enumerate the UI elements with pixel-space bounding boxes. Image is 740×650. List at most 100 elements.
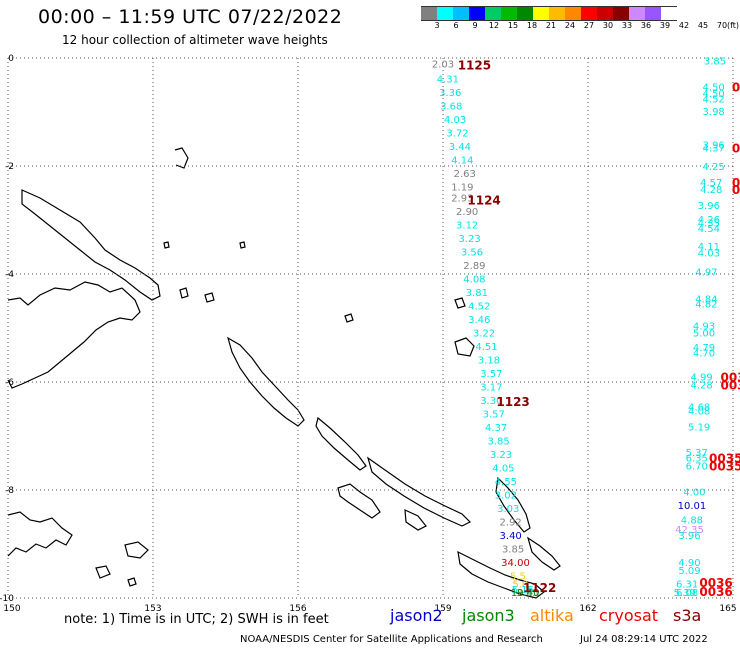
legend-s3a: s3a xyxy=(673,606,702,625)
color-scale-tick: 18 xyxy=(526,21,538,30)
color-scale-swatch xyxy=(469,6,485,21)
wave-height-value: 6.08 xyxy=(676,588,698,599)
wave-height-value: 3.85 xyxy=(704,57,726,68)
latitude-label: 0 xyxy=(8,54,14,64)
wave-height-value: 19.40 xyxy=(511,588,540,599)
coastline-islet-5 xyxy=(454,297,466,309)
wave-height-value: 4.08 xyxy=(688,407,710,418)
color-scale-tick: 21 xyxy=(545,21,557,30)
wave-height-value: 34.00 xyxy=(501,558,530,569)
pass-time-label: 0 xyxy=(732,176,740,190)
longitude-label: 150 xyxy=(3,604,20,614)
color-scale-swatch xyxy=(533,6,549,21)
color-scale-swatch xyxy=(485,6,501,21)
wave-height-value: 3.03 xyxy=(497,504,519,515)
wave-height-value: 5.39 xyxy=(674,588,696,599)
color-scale-tick: 30 xyxy=(602,21,614,30)
wave-height-value: 3.57 xyxy=(483,409,505,420)
pass-time-label: 0 xyxy=(732,183,740,197)
wave-height-value: 4.99 xyxy=(690,373,712,384)
pass-time-label: 0036 xyxy=(699,576,732,590)
color-scale-swatch xyxy=(661,6,677,21)
wave-height-value: 4.03 xyxy=(444,115,466,126)
wave-height-value: 3.98 xyxy=(703,107,725,118)
wave-height-value: 2.93 xyxy=(451,193,473,204)
coastline-makira xyxy=(526,536,561,571)
wave-height-value: 4.84 xyxy=(695,294,717,305)
wave-height-value: 3.12 xyxy=(456,220,478,231)
latitude-label: -4 xyxy=(5,270,14,280)
wave-height-value: 5.00 xyxy=(693,328,715,339)
wave-height-value: 4.08 xyxy=(463,274,485,285)
color-scale-swatch xyxy=(421,6,437,21)
color-scale-tick: 15 xyxy=(507,21,519,30)
wave-height-value: 3.23 xyxy=(490,450,512,461)
observation-labels: 2.03 4.31 3.36 3.68 4.03 3.72 3.44 4.14 2.63 1.19… xyxy=(432,57,726,599)
coastline-santa-isabel xyxy=(366,456,472,527)
wave-height-value: 4.14 xyxy=(451,156,473,167)
wave-height-value: 2.63 xyxy=(454,169,476,180)
wave-height-value: 6.70 xyxy=(686,462,708,473)
wave-height-value: 4.93 xyxy=(693,321,715,332)
coastline-islet-2 xyxy=(95,565,111,579)
wave-height-value: 5.37 xyxy=(686,448,708,459)
wave-height-value: 4.82 xyxy=(695,300,717,311)
wave-height-value: 2.90 xyxy=(456,207,478,218)
legend-altika: altika xyxy=(530,606,574,625)
wave-height-value: 6.31 xyxy=(676,579,698,590)
coastline-islet-11 xyxy=(163,241,170,249)
color-scale-tick: 27 xyxy=(583,21,595,30)
latitude-label: -8 xyxy=(5,486,14,496)
color-scale-swatch xyxy=(565,6,581,21)
wave-height-value: 4.37 xyxy=(703,144,725,155)
pass-time-label: 1125 xyxy=(458,58,491,72)
wave-height-value: 4.50 xyxy=(703,89,725,100)
wave-height-value: 4.05 xyxy=(492,463,514,474)
coastline-bougainville xyxy=(227,336,305,427)
color-scale-tick: 12 xyxy=(488,21,500,30)
pass-time-label: 0036 xyxy=(699,585,732,599)
wave-height-value: 3.81 xyxy=(466,288,488,299)
credit-text: NOAA/NESDIS Center for Satellite Applica… xyxy=(240,634,543,645)
pass-time-label: 1123 xyxy=(496,395,529,409)
longitude-label: 165 xyxy=(719,604,736,614)
wave-height-value: 5.0 xyxy=(512,579,528,590)
wave-height-value: 2.89 xyxy=(463,261,485,272)
wave-height-value: 3.96 xyxy=(703,140,725,151)
coastline-islet-3 xyxy=(174,147,189,169)
page-subtitle: 12 hour collection of altimeter wave hei… xyxy=(62,33,328,47)
wave-height-value: 4.11 xyxy=(698,242,720,253)
color-scale-tick: 45 xyxy=(697,21,709,30)
wave-height-value: 3.02 xyxy=(495,490,517,501)
wave-height-value: 1.19 xyxy=(451,183,473,194)
wave-height-value: 4.70 xyxy=(693,348,715,359)
wave-height-value: 3.36 xyxy=(439,88,461,99)
latitude-label: -2 xyxy=(5,162,14,172)
pass-time-label: 1124 xyxy=(467,193,500,207)
color-scale-swatch xyxy=(613,6,629,21)
coastline-guadalcanal xyxy=(457,550,545,599)
grid-lines xyxy=(7,57,734,599)
coastline-malaita xyxy=(495,476,531,533)
color-scale-swatch xyxy=(437,6,453,21)
color-scale-tick: 39 xyxy=(659,21,671,30)
coastlines xyxy=(7,147,561,599)
wave-height-value: 3.56 xyxy=(461,247,483,258)
color-scale-swatch xyxy=(581,6,597,21)
wave-height-value: 3.23 xyxy=(458,234,480,245)
wave-height-value: 4.52 xyxy=(468,301,490,312)
wave-height-value: 4.68 xyxy=(688,402,710,413)
coastline-new-ireland xyxy=(21,189,161,301)
coastline-islet-8 xyxy=(344,313,354,323)
color-scale-tick: 42 xyxy=(678,21,690,30)
wave-height-value: 3.57 xyxy=(480,369,502,380)
wave-height-value: 4.51 xyxy=(475,342,497,353)
wave-height-value: 4.00 xyxy=(683,488,705,499)
wave-height-value: 4.90 xyxy=(678,558,700,569)
wave-height-value: 4.28 xyxy=(690,381,712,392)
coastline-choiseul xyxy=(315,416,367,471)
coastline-islet-7 xyxy=(179,287,189,299)
pass-time-label: 0 xyxy=(732,142,740,156)
wave-height-value: 5.19 xyxy=(688,422,710,433)
color-scale xyxy=(421,6,677,21)
